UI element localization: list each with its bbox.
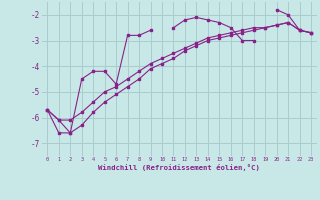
X-axis label: Windchill (Refroidissement éolien,°C): Windchill (Refroidissement éolien,°C)	[98, 164, 260, 171]
